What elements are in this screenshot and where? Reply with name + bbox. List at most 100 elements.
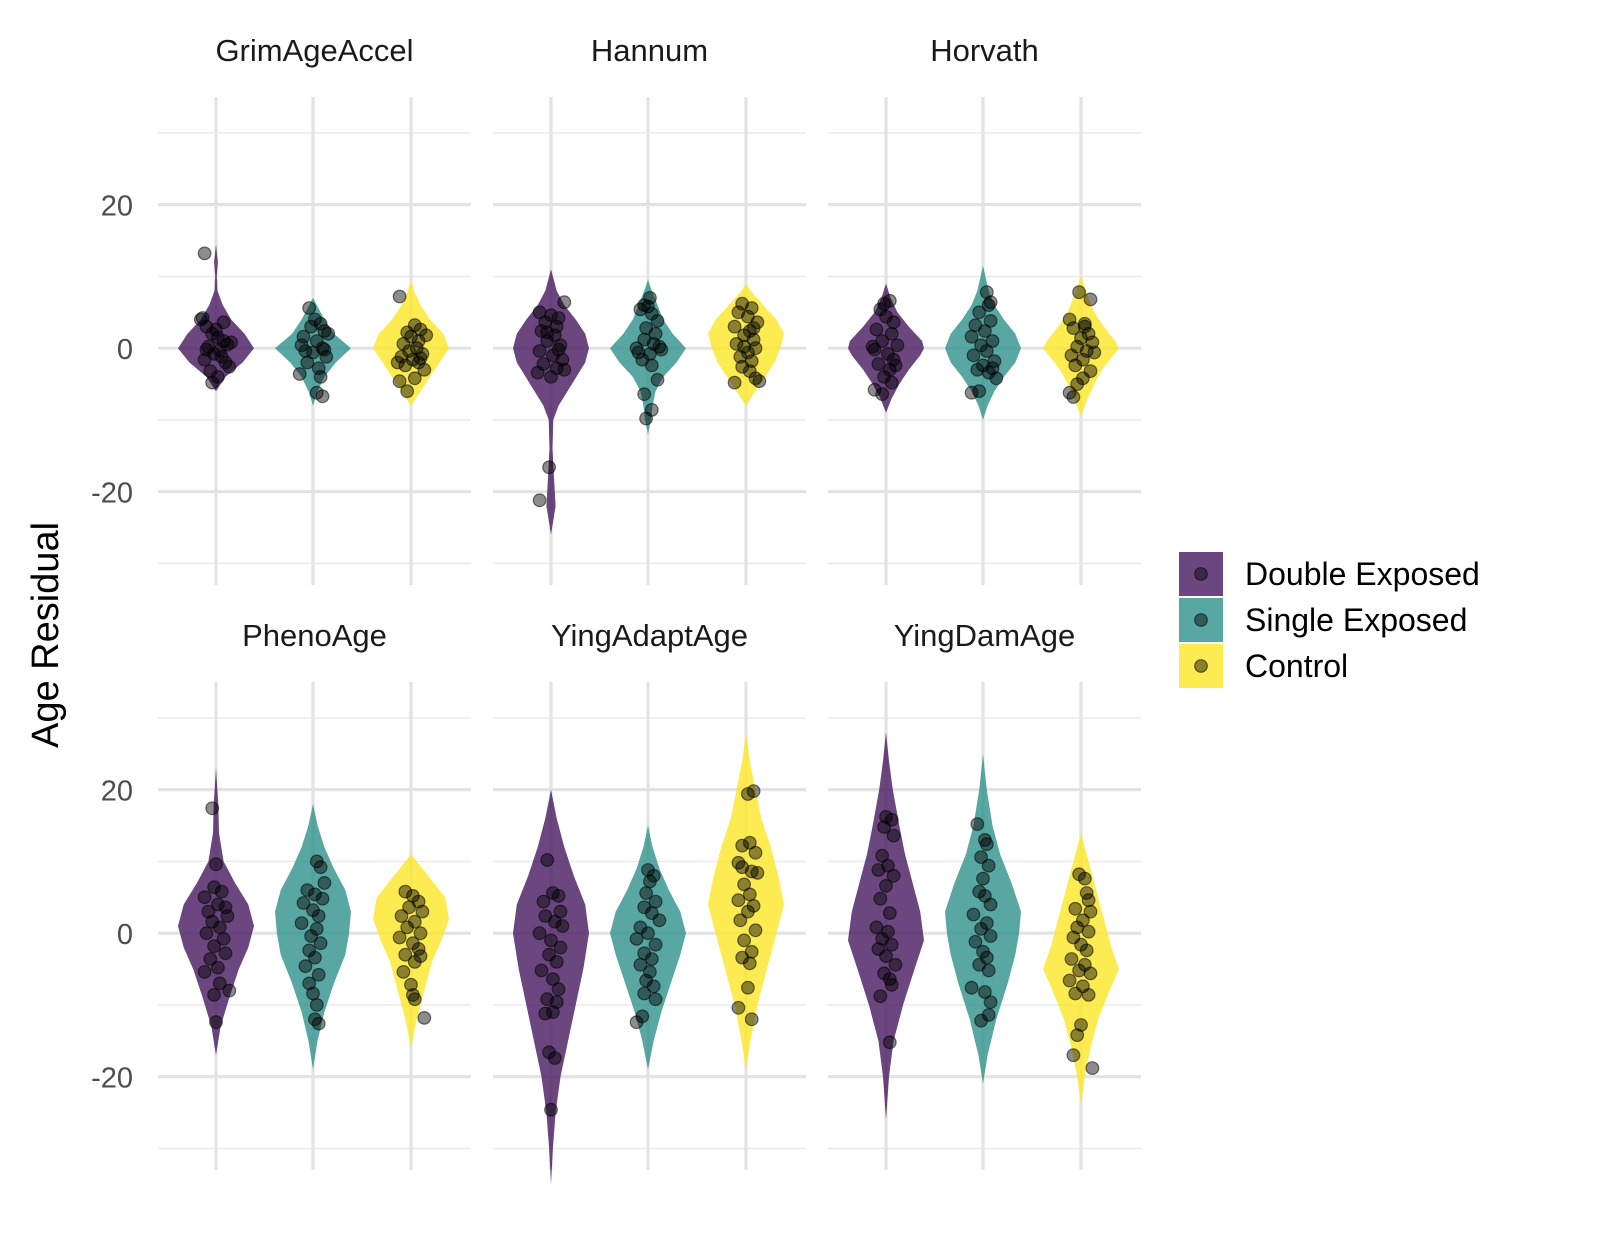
legend-key (1179, 598, 1223, 642)
data-point (744, 1012, 759, 1027)
data-point (983, 897, 998, 912)
data-point (877, 820, 891, 834)
legend-key-point (1194, 613, 1208, 627)
y-tick-label: -20 (91, 478, 133, 510)
data-point (199, 926, 214, 941)
data-point (631, 345, 646, 360)
data-point (629, 1015, 644, 1030)
y-axis-label: Age Residual (25, 522, 67, 748)
data-point (981, 858, 996, 873)
data-point (542, 460, 556, 475)
data-point (639, 886, 653, 900)
data-point (970, 362, 985, 377)
data-point (205, 801, 220, 816)
panel-title: GrimAgeAccel (215, 33, 413, 68)
data-point (311, 909, 326, 923)
data-point (207, 939, 222, 953)
data-point (1064, 952, 1079, 966)
data-point (742, 887, 757, 902)
data-point (750, 866, 765, 880)
data-point (218, 946, 233, 961)
data-point (212, 920, 227, 935)
data-point (974, 1013, 988, 1028)
data-point (650, 314, 665, 328)
data-point (873, 989, 888, 1004)
data-point (1077, 319, 1092, 334)
data-point (415, 904, 430, 919)
data-point (298, 959, 313, 974)
violin-control (708, 732, 784, 1070)
data-point (737, 933, 751, 948)
data-point (1083, 904, 1098, 919)
data-point (304, 319, 319, 334)
data-point (648, 326, 663, 341)
data-point (746, 332, 761, 347)
data-point (210, 960, 225, 975)
data-point (879, 949, 893, 963)
data-point (222, 359, 237, 374)
data-point (748, 341, 763, 356)
data-point (212, 976, 227, 991)
data-point (966, 348, 981, 363)
data-point (306, 986, 320, 1001)
data-point (210, 897, 225, 912)
data-point (309, 998, 324, 1012)
data-point (544, 370, 558, 384)
data-point (1081, 326, 1096, 341)
data-point (1066, 390, 1081, 404)
data-point (311, 361, 326, 376)
data-point (746, 321, 761, 336)
data-point (199, 342, 214, 357)
data-point (884, 326, 899, 341)
data-point (735, 838, 750, 853)
data-point (1081, 988, 1096, 1002)
data-point (1079, 943, 1094, 958)
data-point (197, 352, 212, 367)
data-point (1083, 966, 1098, 981)
legend-key (1179, 552, 1223, 596)
data-point (972, 305, 987, 320)
data-point (292, 367, 307, 381)
data-point (315, 891, 330, 906)
data-point (643, 874, 657, 889)
data-point (1087, 345, 1102, 360)
data-point (748, 845, 763, 860)
data-point (744, 301, 759, 315)
data-point (197, 965, 212, 979)
data-point (557, 295, 572, 310)
data-point (392, 289, 407, 304)
data-point (1068, 901, 1083, 916)
data-point (402, 900, 417, 915)
data-point (643, 965, 657, 979)
data-point (1081, 893, 1096, 908)
data-point (392, 930, 407, 945)
data-point (869, 920, 884, 935)
data-point (648, 894, 663, 909)
violin-single-exposed (275, 297, 351, 406)
data-point (321, 326, 336, 341)
data-point (532, 344, 547, 358)
data-point (209, 857, 223, 872)
data-point (727, 375, 742, 390)
data-point (407, 371, 422, 386)
data-point (392, 374, 407, 389)
data-point (532, 926, 547, 941)
legend-item-control: Control (1179, 644, 1348, 688)
data-point (398, 358, 413, 373)
data-point (413, 949, 428, 963)
data-point (390, 355, 405, 370)
data-point (650, 372, 665, 387)
panel-title: YingDamAge (894, 618, 1076, 653)
violin-single-exposed (610, 825, 686, 1070)
legend-label: Double Exposed (1245, 556, 1480, 592)
violin-control (1043, 276, 1119, 417)
data-point (544, 1102, 558, 1117)
y-tick-label: 0 (117, 919, 133, 951)
data-point (890, 338, 905, 353)
data-point (727, 319, 742, 334)
violin-double-exposed (513, 789, 589, 1185)
data-point (214, 884, 229, 899)
data-point (404, 977, 418, 992)
data-point (1070, 1028, 1085, 1042)
